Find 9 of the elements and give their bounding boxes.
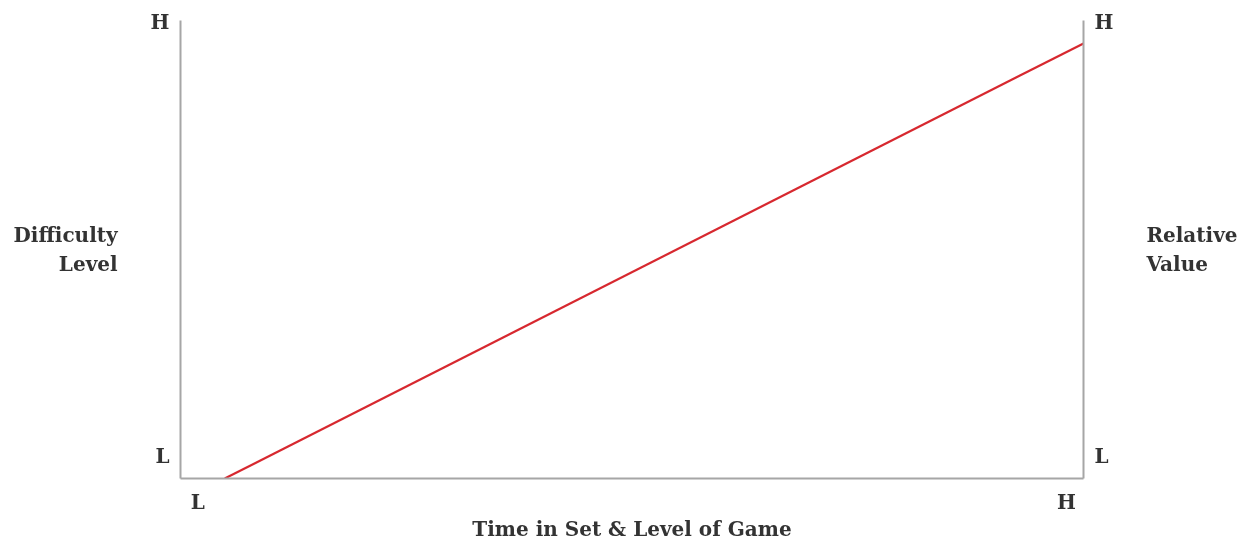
text: H	[150, 10, 170, 35]
y2-axis-title: Relative Value	[1145, 223, 1238, 276]
annotation: L	[155, 443, 170, 468]
annotation: L	[1094, 443, 1109, 468]
y-axis-title: Difficulty Level	[13, 223, 119, 276]
text: L	[190, 489, 205, 514]
text: H	[1094, 10, 1114, 35]
x-axis-title: Time in Set & Level of Game	[472, 516, 792, 541]
text: H	[1056, 489, 1076, 514]
